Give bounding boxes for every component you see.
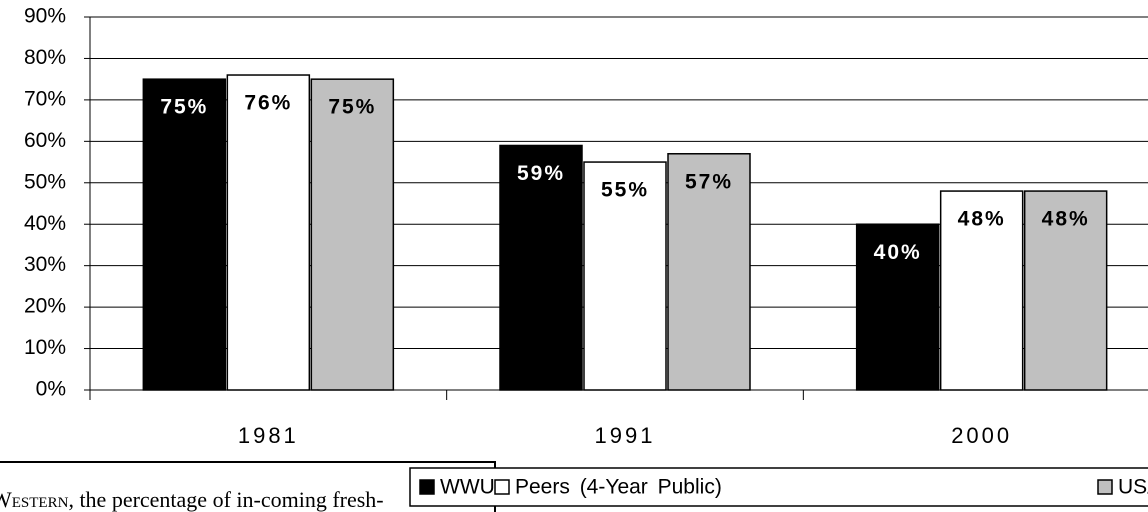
- value-label: 48%: [958, 208, 1006, 231]
- value-label: 75%: [328, 96, 376, 119]
- y-tick-label: 90%: [24, 5, 66, 28]
- x-tick-label: 2000: [951, 423, 1012, 448]
- legend-label: USA: [1118, 476, 1148, 499]
- y-tick-label: 80%: [24, 46, 66, 69]
- bar: [226, 74, 311, 391]
- x-tick-label: 1991: [595, 423, 656, 448]
- value-label: 76%: [244, 92, 292, 115]
- value-label: 59%: [517, 162, 565, 185]
- value-label: 40%: [874, 241, 922, 264]
- legend-swatch: [494, 479, 510, 495]
- note: Western, the percentage of in-coming fre…: [0, 487, 384, 512]
- legend-box: [409, 467, 1148, 507]
- legend-label: Peers (4-Year Public): [515, 476, 722, 499]
- y-tick-label: 70%: [24, 87, 66, 110]
- value-label: 57%: [685, 170, 733, 193]
- legend-swatch: [419, 479, 435, 495]
- y-tick-label: 60%: [24, 129, 66, 152]
- bar: [499, 144, 583, 391]
- note-lead: Western: [0, 487, 69, 512]
- legend-label: WWU: [440, 476, 495, 499]
- y-tick-label: 20%: [24, 295, 66, 318]
- value-label: 75%: [160, 96, 208, 119]
- y-tick-label: 50%: [24, 170, 66, 193]
- bar: [667, 153, 751, 391]
- bar: [142, 78, 227, 391]
- value-label: 55%: [601, 179, 649, 202]
- bar: [855, 223, 940, 391]
- value-label: 48%: [1042, 208, 1090, 231]
- legend-swatch: [1097, 479, 1113, 495]
- y-tick-label: 10%: [24, 336, 66, 359]
- bar: [310, 78, 395, 391]
- bar: [1023, 190, 1108, 391]
- bar: [939, 190, 1024, 391]
- y-tick-label: 40%: [24, 212, 66, 235]
- note-text: , the percentage of in-coming fresh-: [68, 487, 383, 512]
- y-tick-label: 30%: [24, 253, 66, 276]
- y-tick-label: 0%: [36, 378, 66, 401]
- x-tick-label: 1981: [238, 423, 299, 448]
- bar: [583, 161, 667, 391]
